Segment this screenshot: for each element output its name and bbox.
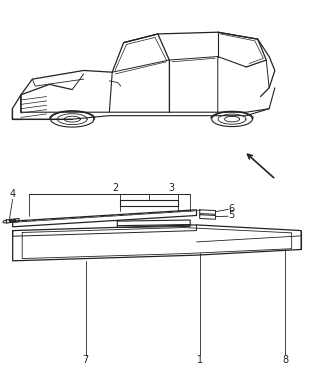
Text: 6: 6: [228, 204, 234, 214]
Text: 4: 4: [10, 189, 16, 199]
Text: 1: 1: [197, 355, 203, 365]
Text: 8: 8: [282, 355, 288, 365]
Text: 5: 5: [228, 211, 235, 220]
Text: 2: 2: [113, 183, 119, 193]
Text: 7: 7: [82, 355, 89, 365]
Text: 3: 3: [168, 183, 174, 193]
